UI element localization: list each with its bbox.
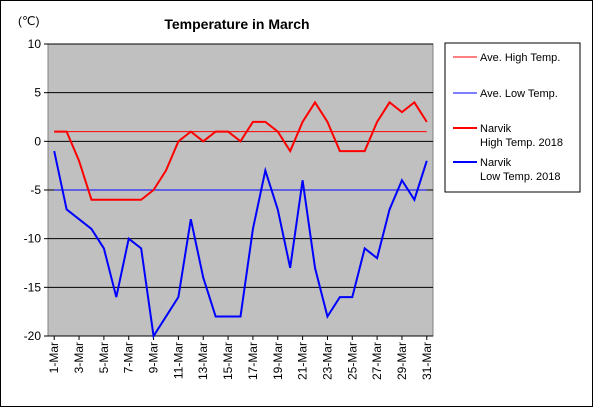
y-tick-label: -15 — [24, 280, 42, 294]
x-tick-label: 15-Mar — [221, 342, 235, 380]
chart-title: Temperature in March — [164, 16, 309, 32]
y-tick-label: 10 — [28, 37, 42, 51]
legend-box — [444, 42, 581, 193]
legend: Ave. High Temp. Ave. Low Temp. Narvik High … — [453, 52, 563, 183]
legend-entry-label: Ave. Low Temp. — [480, 88, 558, 100]
series-lines — [53, 100, 428, 339]
x-tick-label: 13-Mar — [196, 342, 210, 380]
x-tick-label: 7-Mar — [122, 342, 136, 373]
x-tick-label: 17-Mar — [246, 342, 260, 380]
y-tick-label: 5 — [34, 86, 41, 100]
x-tick-label: 9-Mar — [147, 342, 161, 373]
series-line-3 — [54, 100, 428, 201]
y-tick-label: -5 — [30, 183, 41, 197]
legend-entry-label: Narvik Low Temp. 2018 — [480, 157, 561, 183]
x-tick-label: 27-Mar — [370, 342, 384, 380]
legend-entry-label: Ave. High Temp. — [480, 52, 560, 64]
x-tick-label: 21-Mar — [296, 342, 310, 380]
y-tick-label: 0 — [34, 134, 41, 148]
legend-entry-label: Narvik High Temp. 2018 — [480, 123, 563, 149]
y-axis-unit-label: (℃) — [18, 14, 39, 28]
x-axis-ticks: 1-Mar 3-Mar 5-Mar 7-Mar 9-Mar 11-Mar 13-Mar 15-… — [47, 336, 434, 380]
x-tick-label: 5-Mar — [97, 342, 111, 373]
x-tick-label: 1-Mar — [47, 342, 61, 373]
y-tick-label: -20 — [24, 329, 42, 343]
x-tick-label: 29-Mar — [395, 342, 409, 380]
series-line-4 — [53, 150, 428, 339]
x-tick-label: 25-Mar — [345, 342, 359, 380]
x-tick-label: 11-Mar — [171, 342, 185, 379]
x-tick-label: 23-Mar — [320, 342, 334, 380]
y-axis-ticks: 10 5 0 -5 -10 -15 -20 — [24, 37, 48, 343]
y-tick-label: -10 — [24, 232, 42, 246]
x-tick-label: 3-Mar — [72, 342, 86, 373]
x-tick-label: 31-Mar — [420, 342, 434, 380]
x-tick-label: 19-Mar — [271, 342, 285, 380]
